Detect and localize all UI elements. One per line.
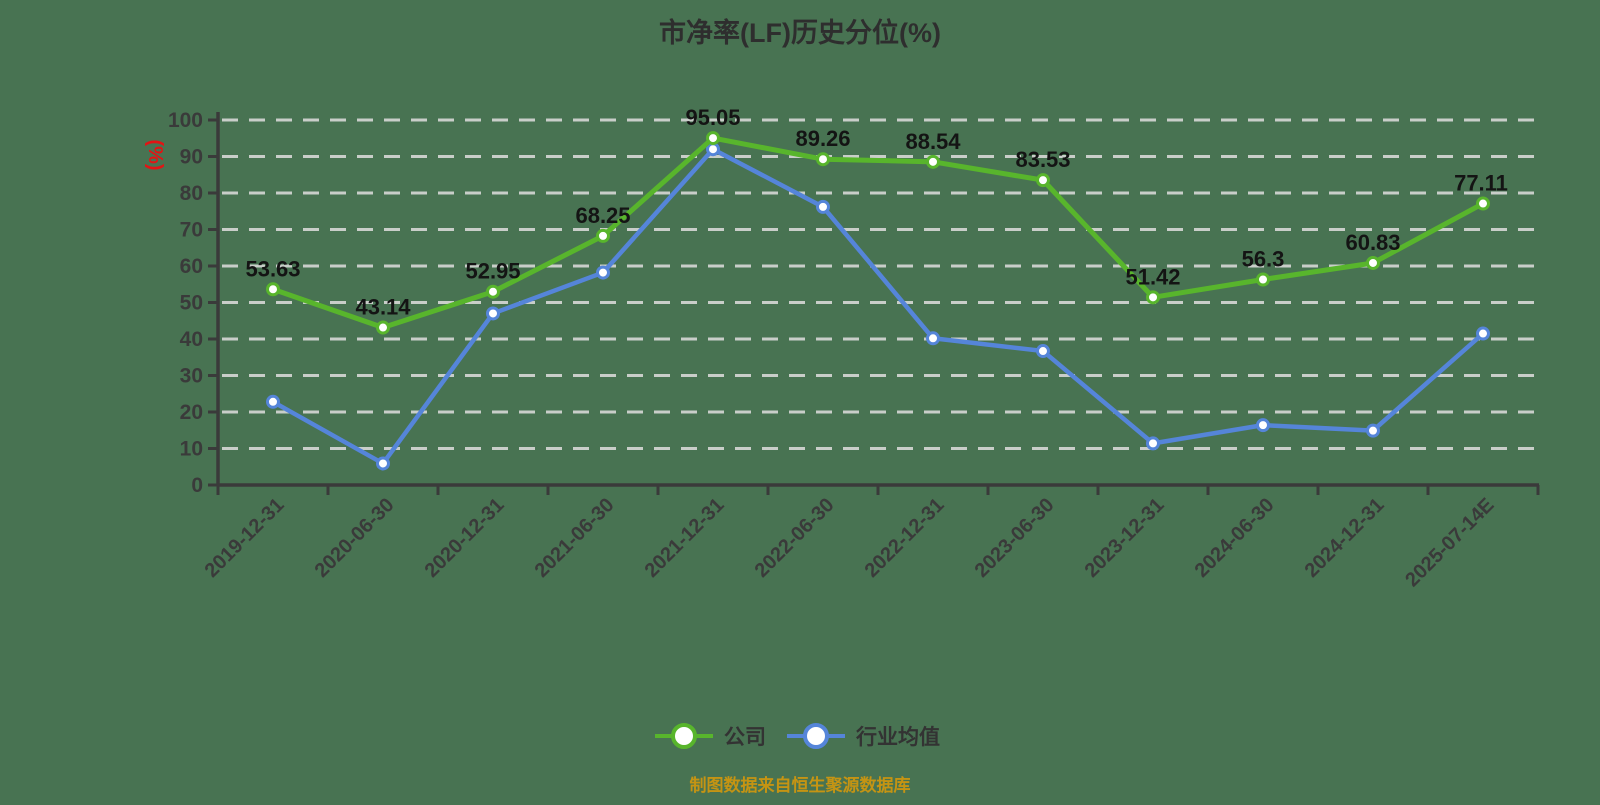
chart-title: 市净率(LF)历史分位(%) bbox=[659, 17, 941, 48]
data-point-label: 52.95 bbox=[465, 259, 520, 284]
data-point-marker bbox=[1036, 173, 1050, 188]
data-point-marker bbox=[1476, 196, 1490, 211]
data-point-marker bbox=[1256, 272, 1270, 287]
y-axis-tick-label: 90 bbox=[180, 146, 203, 169]
data-point-marker bbox=[816, 152, 830, 167]
data-point-marker bbox=[376, 456, 390, 471]
y-axis-tick-label: 80 bbox=[180, 182, 203, 205]
data-point-marker bbox=[926, 154, 940, 169]
y-axis-tick-label: 40 bbox=[180, 328, 203, 351]
data-point-marker bbox=[926, 331, 940, 346]
data-point-marker bbox=[486, 306, 500, 321]
data-point-label: 53.63 bbox=[245, 256, 300, 281]
data-point-marker bbox=[1476, 326, 1490, 341]
legend-item-industry-average[interactable]: 行业均值 bbox=[787, 723, 940, 749]
x-axis-label: 2023-06-30 bbox=[971, 494, 1059, 582]
data-point-marker bbox=[816, 199, 830, 214]
data-point-marker bbox=[1036, 344, 1050, 359]
x-axis-label: 2022-12-31 bbox=[861, 494, 949, 582]
chart-legend: 公司 行业均值 bbox=[655, 723, 940, 749]
data-point-marker bbox=[1366, 423, 1380, 438]
x-axis-label: 2021-12-31 bbox=[641, 494, 729, 582]
data-point-label: 68.25 bbox=[575, 203, 630, 228]
data-point-marker bbox=[1256, 418, 1270, 433]
data-point-marker bbox=[266, 282, 280, 297]
y-axis-tick-label: 50 bbox=[180, 292, 203, 315]
source-note: 制图数据来自恒生聚源数据库 bbox=[690, 775, 911, 795]
series-line-行业均值 bbox=[270, 146, 1486, 466]
data-point-label: 83.53 bbox=[1015, 147, 1070, 172]
x-axis-label: 2024-12-31 bbox=[1301, 494, 1389, 582]
x-axis-label: 2022-06-30 bbox=[751, 494, 839, 582]
data-point-marker bbox=[596, 265, 610, 280]
y-axis-tick-label: 0 bbox=[191, 474, 203, 497]
data-point-marker bbox=[596, 228, 610, 243]
data-point-label: 60.83 bbox=[1345, 230, 1400, 255]
x-axis-label: 2025-07-14E bbox=[1401, 494, 1498, 591]
y-axis-tick-label: 20 bbox=[180, 401, 203, 424]
x-axis-label: 2023-12-31 bbox=[1081, 494, 1169, 582]
data-point-label: 89.26 bbox=[795, 126, 850, 151]
legend-label-industry: 行业均值 bbox=[855, 725, 940, 749]
data-point-marker bbox=[1146, 436, 1160, 451]
x-axis-label: 2020-12-31 bbox=[421, 494, 509, 582]
y-axis-tick-label: 70 bbox=[180, 219, 203, 242]
data-point-label: 95.05 bbox=[685, 105, 740, 130]
legend-marker-industry bbox=[803, 723, 829, 749]
legend-marker-company bbox=[671, 723, 697, 749]
legend-item-company[interactable]: 公司 bbox=[655, 723, 766, 749]
x-axis-label: 2024-06-30 bbox=[1191, 494, 1279, 582]
y-axis-tick-label: 100 bbox=[168, 109, 203, 132]
x-axis-label: 2019-12-31 bbox=[201, 494, 289, 582]
y-axis-tick-label: 10 bbox=[180, 438, 203, 461]
data-point-label: 43.14 bbox=[355, 295, 411, 320]
y-axis-tick-label: 30 bbox=[180, 365, 203, 388]
data-point-marker bbox=[706, 131, 720, 146]
data-point-label: 51.42 bbox=[1125, 264, 1180, 289]
legend-label-company: 公司 bbox=[724, 726, 766, 749]
data-point-marker bbox=[1366, 255, 1380, 270]
y-axis-unit-label: (%) bbox=[144, 139, 166, 170]
data-point-marker bbox=[266, 394, 280, 409]
x-axis-label: 2021-06-30 bbox=[531, 494, 619, 582]
y-axis-tick-label: 60 bbox=[180, 255, 203, 278]
x-axis-label: 2020-06-30 bbox=[311, 494, 399, 582]
data-point-label: 56.3 bbox=[1242, 247, 1285, 272]
data-point-marker bbox=[1146, 290, 1160, 305]
data-point-marker bbox=[376, 320, 390, 335]
series-line-公司 bbox=[270, 135, 1486, 331]
plot-area: 0 10 20 30 40 50 60 70 80 90 100 2019-12-31 2020-06-… bbox=[168, 105, 1540, 591]
data-point-marker bbox=[706, 142, 720, 157]
data-point-label: 77.11 bbox=[1454, 171, 1508, 196]
data-point-marker bbox=[486, 284, 500, 299]
data-point-label: 88.54 bbox=[905, 129, 961, 154]
